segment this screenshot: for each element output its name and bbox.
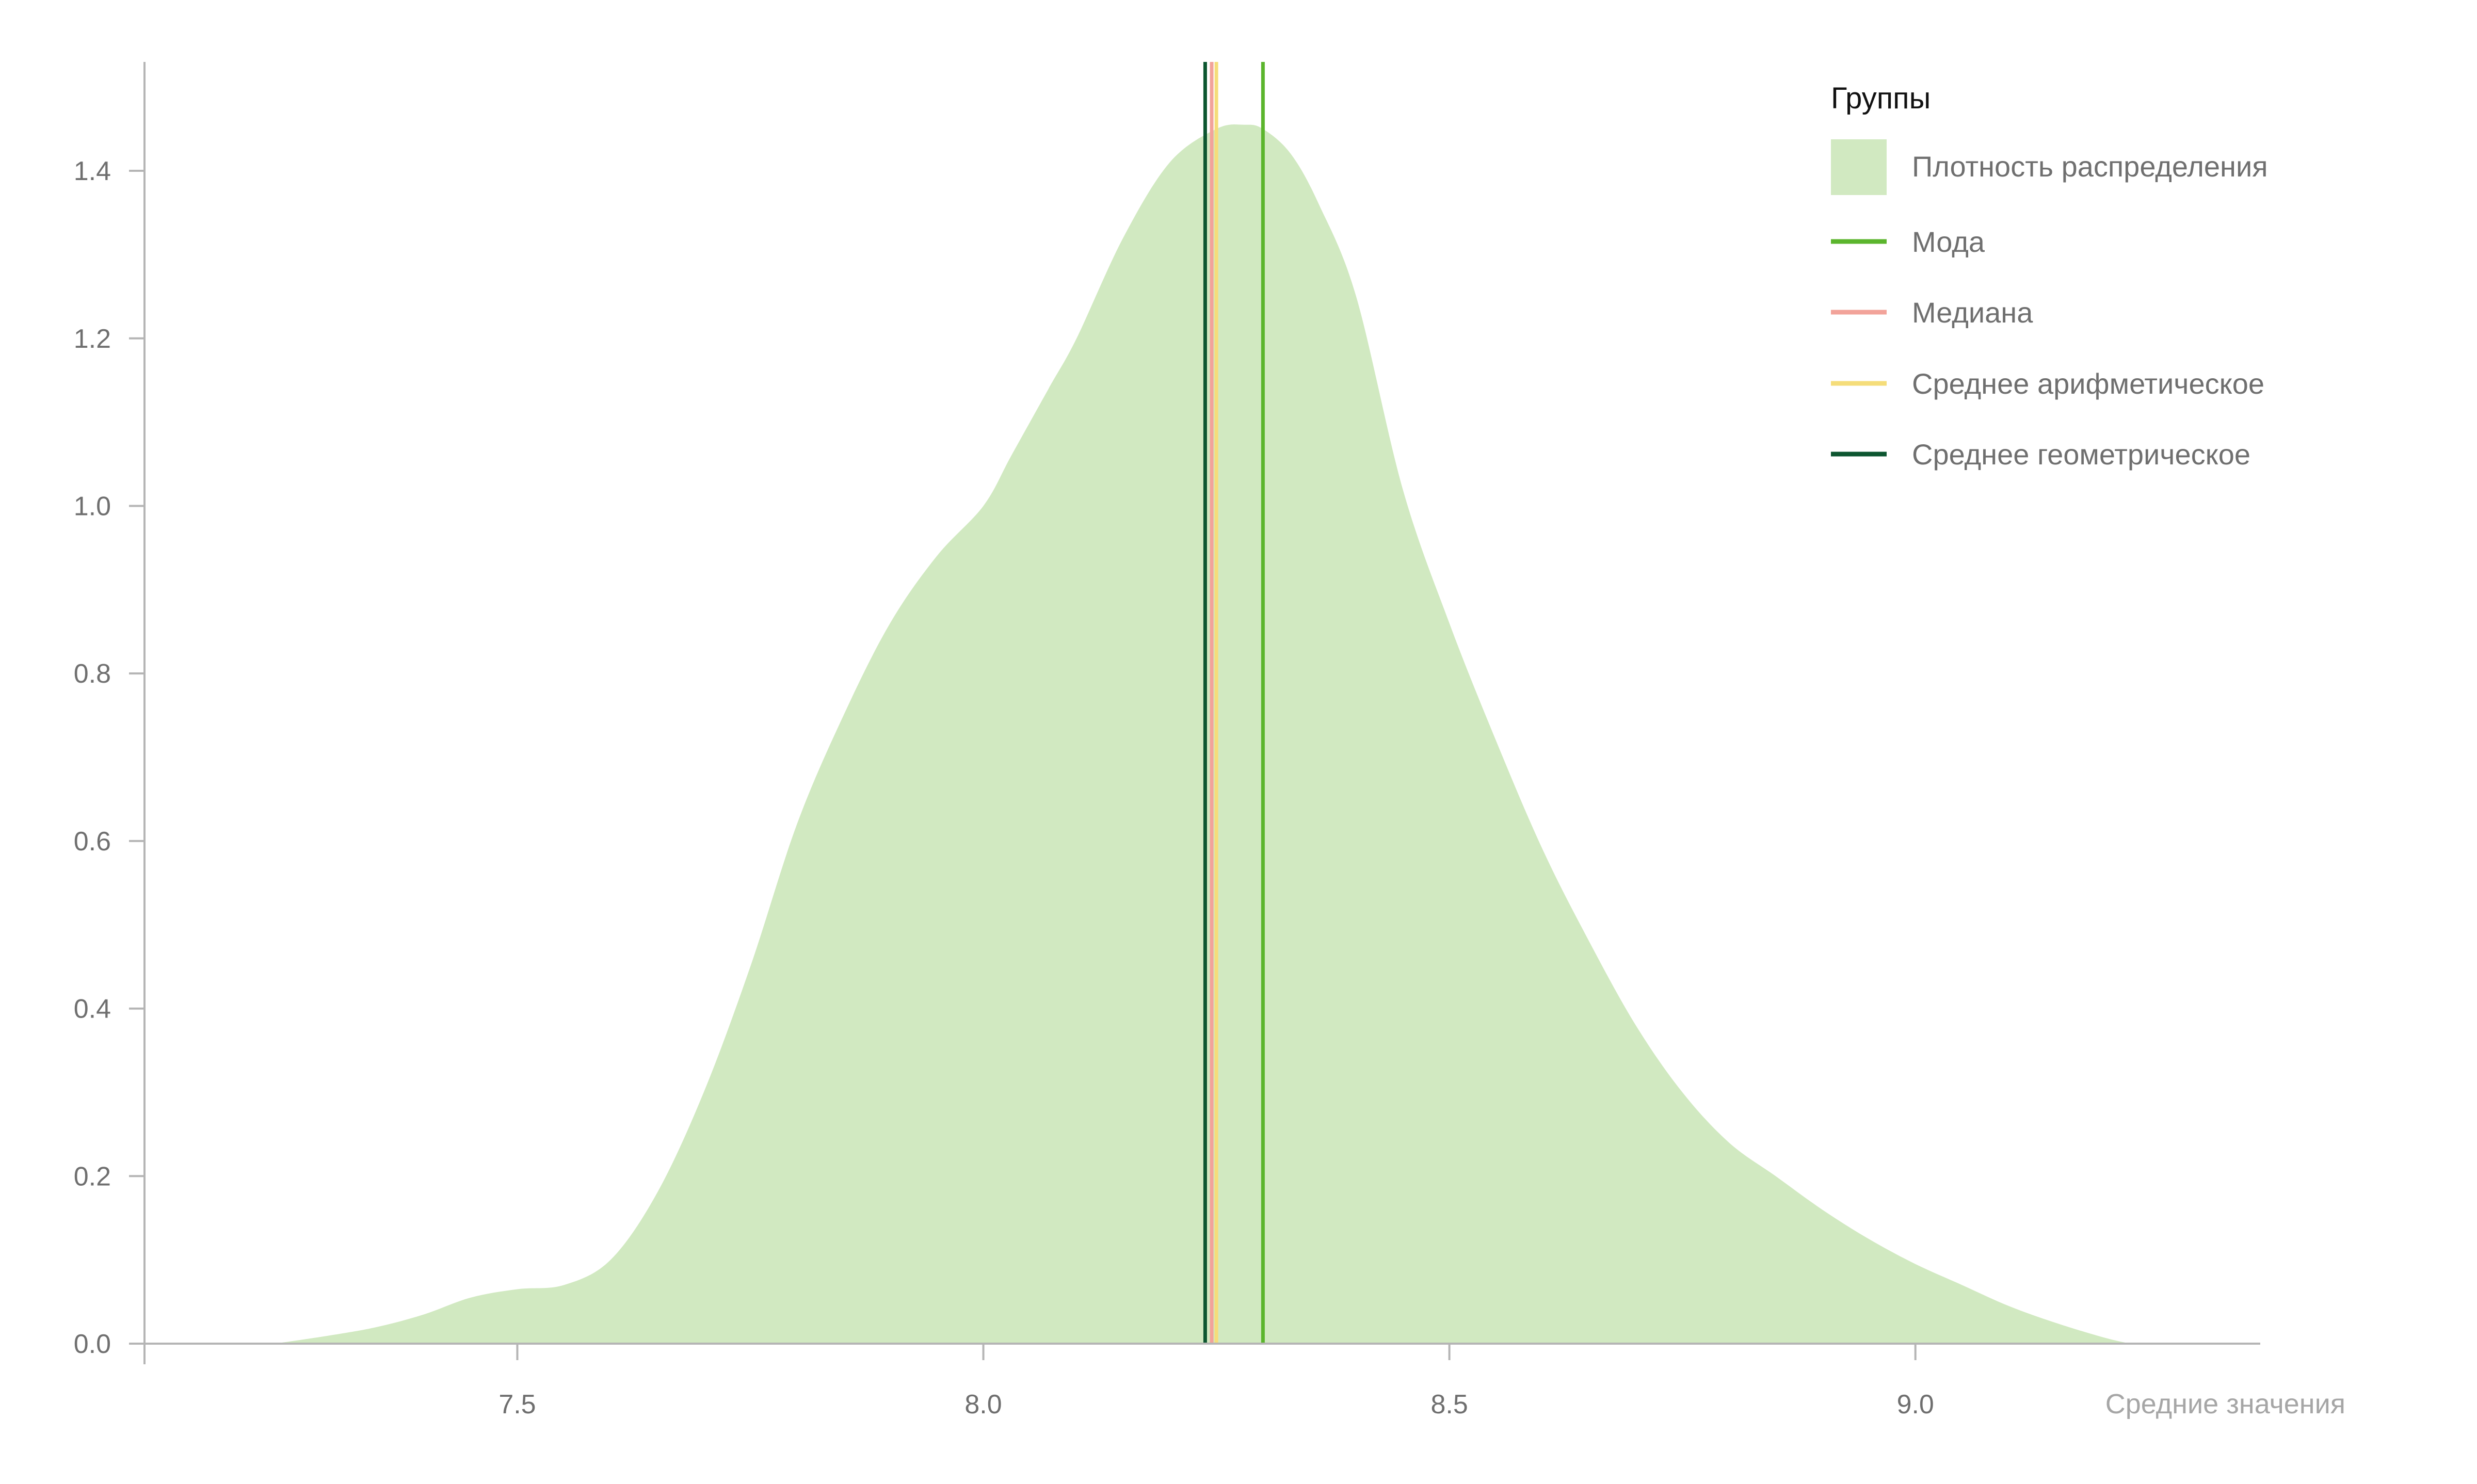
x-tick-label: 9.0 bbox=[1897, 1390, 1934, 1420]
y-tick-label: 0.4 bbox=[74, 994, 111, 1024]
legend-items: Плотность распределения Мода Медиана Средне… bbox=[1831, 139, 2268, 471]
legend-label: Мода bbox=[1912, 225, 1985, 258]
legend-label: Среднее геометрическое bbox=[1912, 438, 2250, 471]
legend-label: Плотность распределения bbox=[1912, 150, 2268, 183]
x-tick-label: 7.5 bbox=[498, 1390, 536, 1420]
y-tick-label: 1.2 bbox=[74, 324, 111, 354]
y-tick-label: 0.0 bbox=[74, 1329, 111, 1359]
y-tick-label: 0.2 bbox=[74, 1162, 111, 1191]
y-ticks: 0.0 0.2 0.4 0.6 0.8 1.0 1.2 1.4 bbox=[74, 156, 144, 1359]
y-tick-label: 0.8 bbox=[74, 659, 111, 689]
legend-title: Группы bbox=[1831, 82, 1931, 115]
y-tick-label: 0.6 bbox=[74, 827, 111, 857]
legend-label: Медиана bbox=[1912, 296, 2033, 329]
plot-area bbox=[275, 62, 2130, 1344]
legend-swatch-density bbox=[1831, 139, 1887, 195]
density-area bbox=[275, 124, 2130, 1344]
legend-label: Среднее арифметическое bbox=[1912, 367, 2264, 400]
y-tick-label: 1.4 bbox=[74, 156, 111, 186]
y-tick-label: 1.0 bbox=[74, 491, 111, 521]
axes bbox=[143, 62, 2260, 1345]
x-axis-title: Средние значения bbox=[2105, 1389, 2345, 1420]
x-tick-label: 8.0 bbox=[964, 1390, 1002, 1420]
x-ticks: 7.5 8.0 8.5 9.0 bbox=[143, 1344, 1934, 1420]
x-tick-label: 8.5 bbox=[1430, 1390, 1468, 1420]
legend: Группы Плотность распределения Мода Медиан… bbox=[1831, 82, 2268, 471]
